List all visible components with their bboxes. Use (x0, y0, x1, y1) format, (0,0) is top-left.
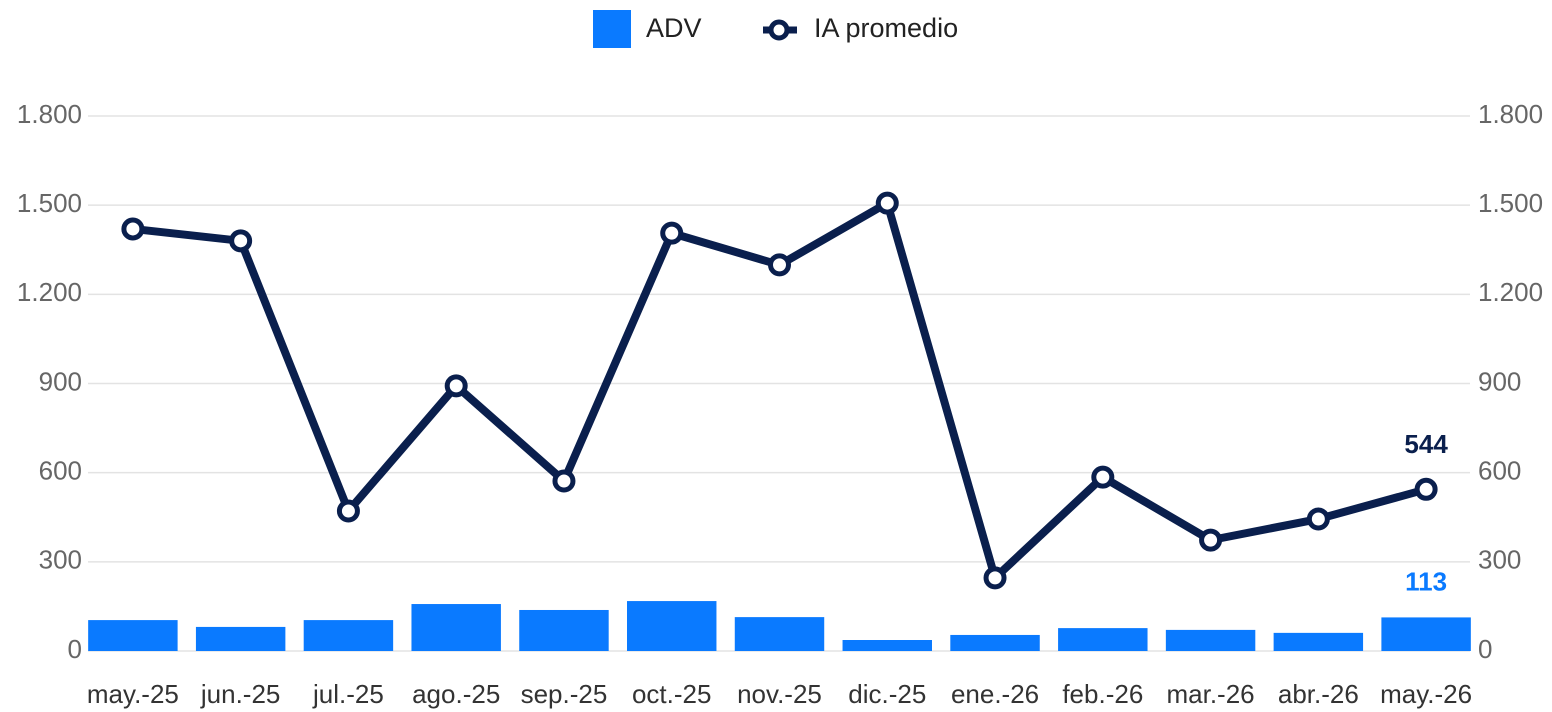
bar (1381, 617, 1471, 651)
point (1091, 465, 1115, 489)
point (1414, 477, 1438, 501)
x-tick-label: ago.-25 (412, 679, 500, 709)
y2-tick-label: 600 (1478, 456, 1521, 486)
point (660, 221, 684, 245)
y2-tick-label: 1.500 (1478, 188, 1543, 218)
y-tick-label: 900 (39, 366, 82, 396)
x-tick-label: mar.-26 (1166, 679, 1254, 709)
point (552, 469, 576, 493)
bar (411, 604, 501, 651)
x-tick-label: sep.-25 (521, 679, 608, 709)
y2-tick-label: 300 (1478, 545, 1521, 575)
y2-tick-label: 1.800 (1478, 99, 1543, 129)
y2-tick-label: 1.200 (1478, 277, 1543, 307)
y2-tick-label: 0 (1478, 634, 1492, 664)
y-tick-label: 1.200 (17, 277, 82, 307)
x-tick-label: oct.-25 (632, 679, 712, 709)
legend-swatch (593, 10, 631, 48)
legend-label: ADV (646, 13, 702, 43)
bar (1058, 628, 1148, 651)
bar (1273, 632, 1364, 651)
bar (842, 640, 932, 651)
point (229, 229, 253, 253)
y-tick-label: 1.800 (17, 99, 82, 129)
y-tick-label: 0 (68, 634, 82, 664)
x-tick-label: jun.-25 (200, 679, 281, 709)
bar (627, 601, 717, 651)
y-tick-label: 600 (39, 456, 82, 486)
bar (88, 620, 178, 651)
bar (950, 634, 1040, 651)
bar (519, 609, 609, 651)
x-tick-label: may.-26 (1380, 679, 1472, 709)
bar (303, 620, 394, 651)
x-tick-label: feb.-26 (1062, 679, 1143, 709)
point (444, 374, 468, 398)
x-tick-label: ene.-26 (951, 679, 1039, 709)
point (1306, 507, 1330, 531)
y2-tick-label: 900 (1478, 366, 1521, 396)
x-tick-label: dic.-25 (848, 679, 926, 709)
bar (734, 617, 825, 651)
point (983, 566, 1007, 590)
legend-swatch (768, 19, 790, 41)
point (768, 253, 791, 277)
x-tick-label: jul.-25 (312, 679, 384, 709)
point (1199, 528, 1223, 552)
bar (195, 626, 286, 651)
x-tick-label: may.-25 (87, 679, 179, 709)
legend-label: IA promedio (814, 13, 958, 43)
point (336, 499, 360, 523)
data-label: 113 (1405, 566, 1447, 596)
y-tick-label: 300 (39, 545, 82, 575)
y-tick-label: 1.500 (17, 188, 82, 218)
x-tick-label: abr.-26 (1278, 679, 1359, 709)
x-tick-label: nov.-25 (737, 679, 822, 709)
point (121, 217, 145, 241)
point (875, 191, 899, 215)
bar (1165, 629, 1256, 651)
data-label: 544 (1404, 429, 1448, 459)
